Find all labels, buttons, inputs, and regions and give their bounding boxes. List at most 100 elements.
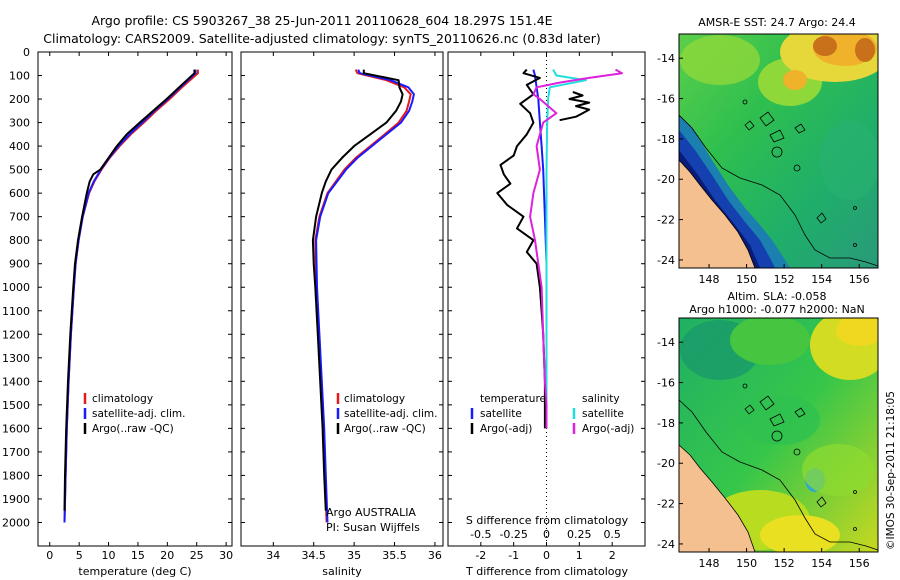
series-line-t-argo-adj- xyxy=(496,68,546,429)
depth-tick-label: 1100 xyxy=(2,305,30,318)
lat-tick-label: -16 xyxy=(657,93,675,106)
map2-frame xyxy=(678,317,879,553)
legend-s-argo: Argo(-adj) xyxy=(582,423,634,435)
x-tick-label: 35.5 xyxy=(382,549,407,562)
depth-tick-label: 1200 xyxy=(2,328,30,341)
depth-tick-label: 1500 xyxy=(2,399,30,412)
series-line-argo-raw-qc- xyxy=(311,69,404,511)
depth-tick-label: 900 xyxy=(9,258,30,271)
lon-tick-label: 150 xyxy=(736,557,757,570)
lat-tick-label: -16 xyxy=(657,377,675,390)
x-tick-label: -2 xyxy=(475,549,486,562)
x-tick-label-top: 0.25 xyxy=(567,528,592,541)
x-tick-label: 1 xyxy=(576,549,583,562)
x-tick-label: 35 xyxy=(347,549,361,562)
legend-climatology: climatology xyxy=(344,393,405,405)
x-tick-label-top: -0.25 xyxy=(499,528,527,541)
x-tick-label: 0 xyxy=(46,549,53,562)
x-tick-label: 15 xyxy=(131,549,145,562)
depth-tick-label: 200 xyxy=(9,93,30,106)
legend-satellite: satellite-adj. clim. xyxy=(344,408,437,420)
sst-map xyxy=(679,34,878,268)
x-tick-label: 0 xyxy=(543,549,550,562)
difference-legend: temperature satellite Argo(-adj) salinit… xyxy=(470,393,634,435)
legend-climatology: climatology xyxy=(92,393,153,405)
lat-tick-label: -22 xyxy=(657,498,675,511)
depth-tick-label: 1400 xyxy=(2,375,30,388)
x-tick-label: 34.5 xyxy=(301,549,326,562)
lat-tick-label: -24 xyxy=(657,254,675,267)
depth-tick-label: 100 xyxy=(9,70,30,83)
map1-title: AMSR-E SST: 24.7 Argo: 24.4 xyxy=(698,16,856,29)
lon-tick-label: 148 xyxy=(699,273,720,286)
difference-xlabel-top: S difference from climatology xyxy=(466,514,629,527)
map1-axes: 148 150 152 154 156 -14 -16 -18 -20 -22 -24 xyxy=(657,52,870,286)
depth-tick-label: 1600 xyxy=(2,422,30,435)
lat-tick-label: -18 xyxy=(657,417,675,430)
depth-tick-label: 1700 xyxy=(2,446,30,459)
x-tick-label: -1 xyxy=(508,549,519,562)
x-tick-label: 34 xyxy=(266,549,280,562)
x-tick-label: 25 xyxy=(190,549,204,562)
depth-tick-label: 1900 xyxy=(2,493,30,506)
depth-tick-label: 1800 xyxy=(2,469,30,482)
x-tick-label: 10 xyxy=(102,549,116,562)
lat-tick-label: -18 xyxy=(657,133,675,146)
legend-salinity-title: salinity xyxy=(582,393,620,405)
temperature-panel xyxy=(37,51,233,547)
temperature-legend: climatology satellite-adj. clim. Argo(..… xyxy=(83,393,185,435)
title-line2: Climatology: CARS2009. Satellite-adjuste… xyxy=(43,31,600,46)
lat-tick-label: -24 xyxy=(657,538,675,551)
salinity-xlabel: salinity xyxy=(322,565,362,578)
title-line1: Argo profile: CS 5903267_38 25-Jun-2011 … xyxy=(91,13,552,28)
difference-plot: -2 -0.5 -1 -0.25 0 0 1 0.25 2 0.5 xyxy=(470,52,623,562)
series-line-argo-raw-qc- xyxy=(63,69,196,511)
lat-tick-label: -20 xyxy=(657,173,675,186)
series-line-satellite-adj-clim- xyxy=(315,69,415,523)
legend-temperature-title: temperature xyxy=(480,393,546,405)
map1-frame xyxy=(678,33,879,269)
x-tick-label: 5 xyxy=(76,549,83,562)
salinity-panel xyxy=(240,51,444,547)
depth-tick-label: 2000 xyxy=(2,517,30,530)
legend-t-satellite: satellite xyxy=(480,408,522,420)
lat-tick-label: -20 xyxy=(657,457,675,470)
lon-tick-label: 156 xyxy=(849,557,870,570)
lat-tick-label: -14 xyxy=(657,336,675,349)
depth-tick-label: 700 xyxy=(9,211,30,224)
series-line-s-satellite xyxy=(545,69,587,429)
depth-tick-label: 1300 xyxy=(2,352,30,365)
x-tick-label: 2 xyxy=(609,549,616,562)
imos-credit: ©IMOS 30-Sep-2011 21:18:05 xyxy=(885,391,897,550)
lon-tick-label: 152 xyxy=(774,557,795,570)
lat-tick-label: -22 xyxy=(657,214,675,227)
series-line-t-argo-detail xyxy=(559,91,591,122)
lon-tick-label: 154 xyxy=(811,557,832,570)
map2-subtitle: Altim. SLA: -0.058 xyxy=(727,290,826,303)
difference-xlabel: T difference from climatology xyxy=(465,565,628,578)
series-line-climatology xyxy=(63,69,199,523)
argo-country-label: Argo AUSTRALIA xyxy=(326,506,416,519)
map2-axes: 148 150 152 154 156 -14 -16 -18 -20 -22 -24 xyxy=(657,336,870,570)
depth-tick-label: 500 xyxy=(9,164,30,177)
lon-tick-label: 150 xyxy=(736,273,757,286)
temperature-plot: 0 5 10 15 20 25 30 xyxy=(46,52,233,562)
series-line-satellite-adj-clim- xyxy=(63,69,197,523)
x-tick-label-top: 0 xyxy=(543,528,550,541)
series-line-climatology xyxy=(314,69,412,523)
legend-satellite: satellite-adj. clim. xyxy=(92,408,185,420)
depth-tick-label: 1000 xyxy=(2,281,30,294)
depth-tick-label: 0 xyxy=(23,46,30,59)
lon-tick-label: 154 xyxy=(811,273,832,286)
x-tick-label: 20 xyxy=(160,549,174,562)
depth-tick-label: 300 xyxy=(9,117,30,130)
x-tick-label-top: -0.5 xyxy=(470,528,491,541)
depth-axis: 0 100 200 300 400 500 600 700 800 900 1000 1100 1200… xyxy=(2,46,645,530)
series-line-s-argo-adj- xyxy=(529,68,623,429)
sla-map xyxy=(679,318,878,552)
lon-tick-label: 148 xyxy=(699,557,720,570)
salinity-legend: climatology satellite-adj. clim. Argo(..… xyxy=(336,393,437,435)
legend-s-satellite: satellite xyxy=(582,408,624,420)
salinity-plot: 34 34.5 35 35.5 36 xyxy=(266,52,442,562)
